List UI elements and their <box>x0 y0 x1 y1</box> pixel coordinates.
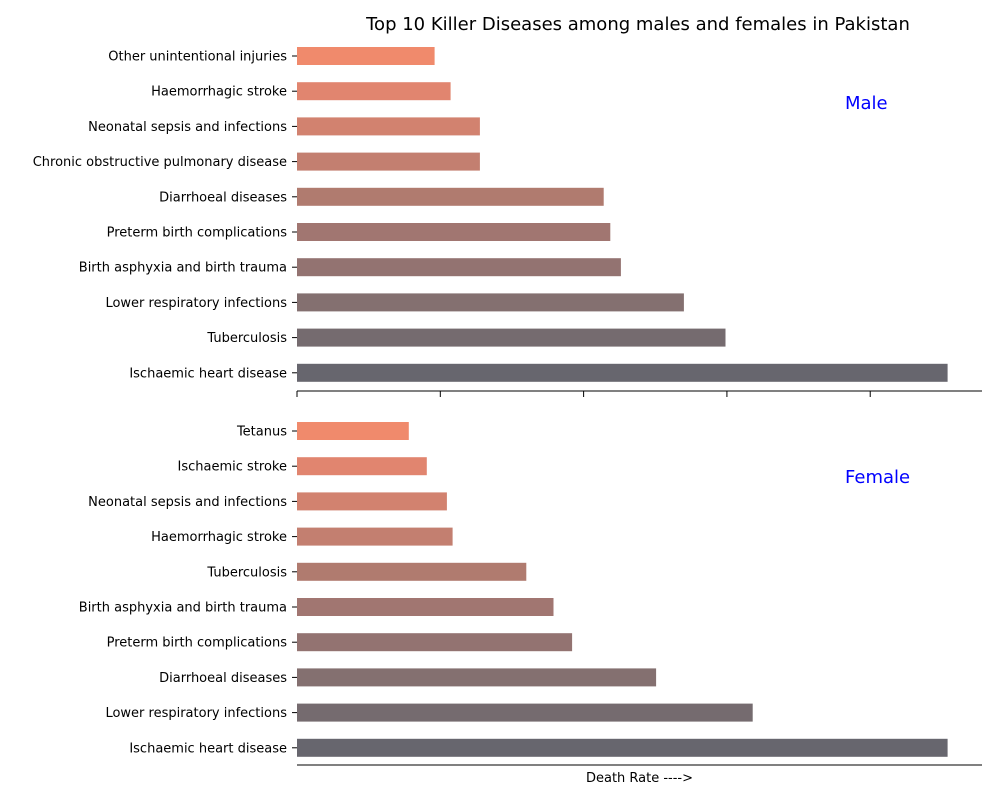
category-label: Diarrhoeal diseases <box>159 671 287 686</box>
category-label: Preterm birth complications <box>107 636 288 651</box>
category-label: Lower respiratory infections <box>105 706 287 721</box>
bar <box>297 223 611 241</box>
bar <box>297 187 604 206</box>
category-label: Lower respiratory infections <box>105 296 287 311</box>
bar <box>297 527 453 546</box>
chart-title: Top 10 Killer Diseases among males and f… <box>365 14 910 35</box>
category-label: Birth asphyxia and birth trauma <box>79 601 287 616</box>
bar <box>297 738 948 757</box>
bar <box>297 47 435 65</box>
bar <box>297 562 527 581</box>
category-label: Neonatal sepsis and infections <box>88 120 287 135</box>
category-label: Tuberculosis <box>206 331 287 346</box>
bar <box>297 82 451 101</box>
category-label: Diarrhoeal diseases <box>159 190 287 205</box>
panel-male: Ischaemic heart disease Tuberculosis Lower… <box>33 47 982 397</box>
bar <box>297 703 753 722</box>
category-label: Chronic obstructive pulmonary disease <box>33 155 287 170</box>
bar <box>297 152 480 171</box>
category-label: Ischaemic stroke <box>178 460 287 475</box>
bar <box>297 117 480 136</box>
bar <box>297 363 948 382</box>
panel-label: Female <box>845 467 910 488</box>
bar <box>297 258 621 277</box>
panel-label: Male <box>845 93 888 114</box>
category-label: Neonatal sepsis and infections <box>88 495 287 510</box>
category-label: Other unintentional injuries <box>108 50 287 65</box>
x-axis-label: Death Rate ----> <box>586 771 693 786</box>
category-label: Ischaemic heart disease <box>129 366 287 381</box>
bar <box>297 668 657 687</box>
bar <box>297 293 684 312</box>
bar <box>297 328 726 347</box>
category-label: Ischaemic heart disease <box>129 741 287 756</box>
bar <box>297 633 573 652</box>
bar <box>297 457 427 476</box>
bar <box>297 598 554 616</box>
category-label: Birth asphyxia and birth trauma <box>79 261 287 276</box>
category-label: Haemorrhagic stroke <box>151 85 287 100</box>
panel-female: Ischaemic heart disease Lower respiratory… <box>79 422 982 786</box>
category-label: Haemorrhagic stroke <box>151 530 287 545</box>
category-label: Preterm birth complications <box>107 226 288 241</box>
category-label: Tuberculosis <box>206 565 287 580</box>
category-label: Tetanus <box>236 425 287 440</box>
bar <box>297 422 409 440</box>
bar <box>297 492 447 511</box>
